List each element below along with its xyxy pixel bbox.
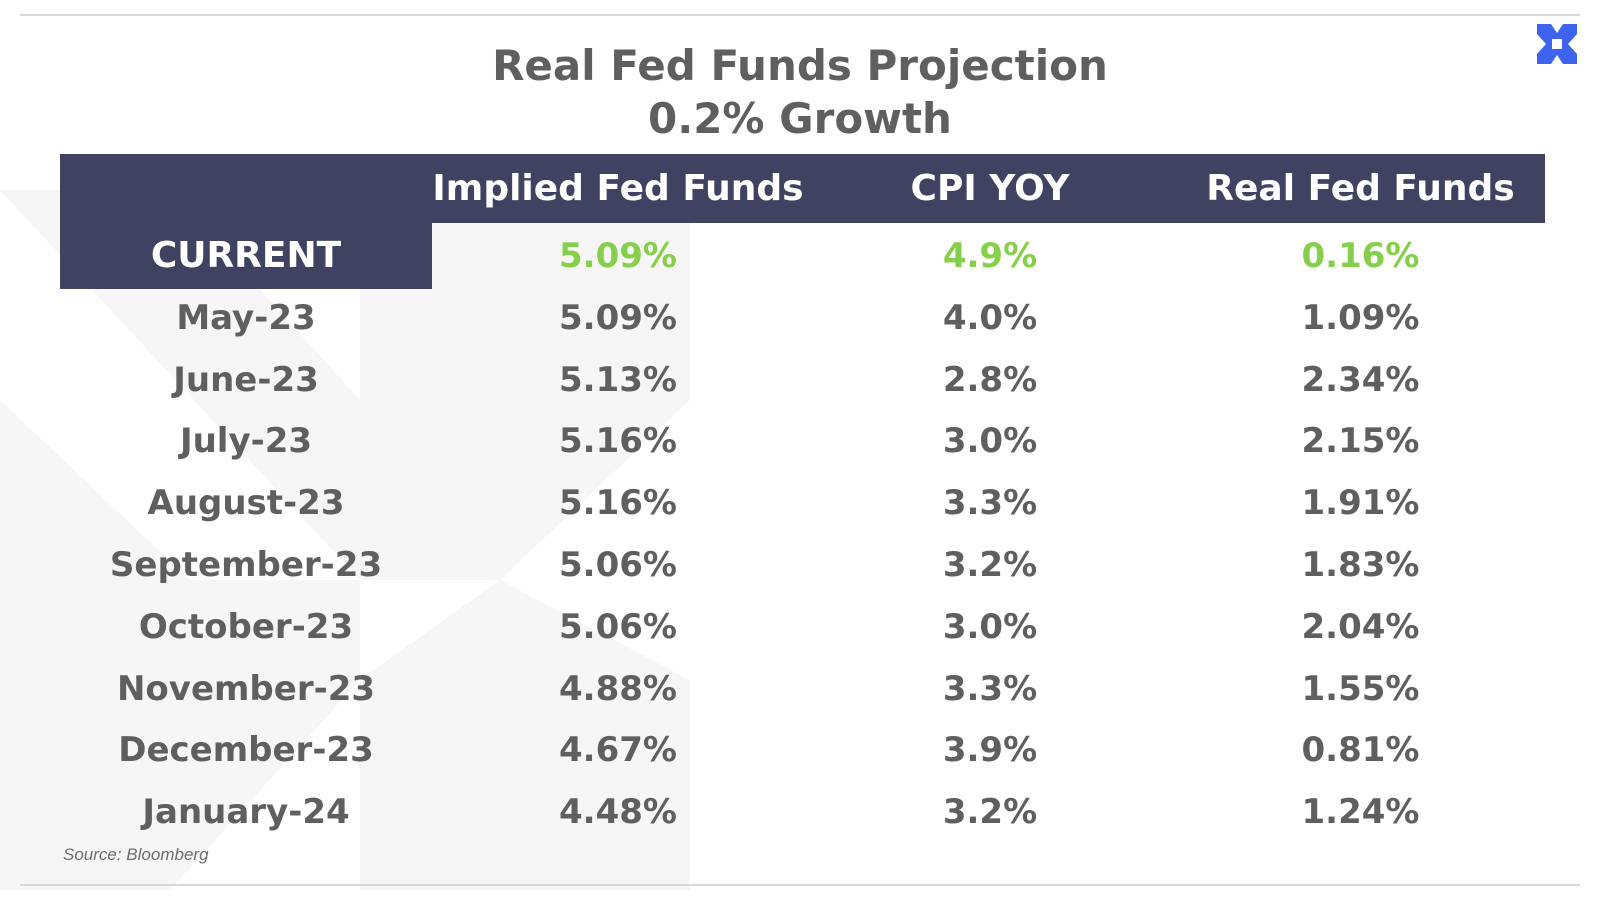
table-cell: 1.24% <box>1301 792 1420 832</box>
table-cell: 3.9% <box>942 730 1038 770</box>
table-cell: 3.2% <box>942 792 1038 832</box>
table-cell: 4.48% <box>559 792 677 832</box>
table-header-band <box>60 154 1545 223</box>
table-cell: 1.91% <box>1301 483 1420 523</box>
row-label: November-23 <box>116 669 376 709</box>
table-cell: 1.09% <box>1301 298 1420 338</box>
table-cell: 0.81% <box>1301 730 1420 770</box>
table-cell: 5.13% <box>559 360 677 400</box>
table-cell: 3.2% <box>942 545 1038 585</box>
row-label: CURRENT <box>150 235 342 276</box>
table-cell: 1.83% <box>1301 545 1420 585</box>
table-cell: 5.09% <box>559 236 677 276</box>
table-cell: 4.9% <box>942 236 1038 276</box>
x-watermark-icon <box>0 190 690 890</box>
table-cell: 1.55% <box>1301 669 1420 709</box>
table-cell: 2.34% <box>1301 360 1420 400</box>
column-header-cpi-yoy: CPI YOY <box>910 168 1070 209</box>
row-label: December-23 <box>118 730 374 770</box>
table-cell: 0.16% <box>1301 236 1420 276</box>
table-cell: 3.3% <box>942 669 1038 709</box>
table-cell: 4.0% <box>942 298 1038 338</box>
table-cell: 3.0% <box>942 607 1038 647</box>
chart-subtitle: 0.2% Growth <box>648 94 952 143</box>
bottom-divider <box>20 884 1580 886</box>
column-header-implied-fed-funds: Implied Fed Funds <box>432 168 804 209</box>
table-cell: 3.0% <box>942 421 1038 461</box>
column-header-real-fed-funds: Real Fed Funds <box>1206 168 1515 209</box>
table-cell: 2.15% <box>1301 421 1420 461</box>
table-cell: 4.67% <box>559 730 677 770</box>
table-cell: 5.09% <box>559 298 677 338</box>
top-divider <box>20 14 1580 16</box>
row-label: July-23 <box>179 421 313 461</box>
row-label: June-23 <box>173 360 319 400</box>
table-cell: 5.06% <box>559 607 677 647</box>
x-logo-icon <box>1537 24 1577 64</box>
current-row-label-block <box>60 223 432 289</box>
row-label: August-23 <box>147 483 345 523</box>
table-cell: 2.04% <box>1301 607 1420 647</box>
table-cell: 5.06% <box>559 545 677 585</box>
table-cell: 3.3% <box>942 483 1038 523</box>
row-label: October-23 <box>138 607 354 647</box>
table-cell: 5.16% <box>559 483 677 523</box>
row-label: September-23 <box>109 545 383 585</box>
source-note: Source: Bloomberg <box>63 845 209 864</box>
table-cell: 4.88% <box>559 669 677 709</box>
row-label: May-23 <box>176 298 316 338</box>
row-label: January-24 <box>142 792 350 832</box>
chart-title: Real Fed Funds Projection <box>492 41 1108 90</box>
table-cell: 2.8% <box>942 360 1038 400</box>
table-cell: 5.16% <box>559 421 677 461</box>
